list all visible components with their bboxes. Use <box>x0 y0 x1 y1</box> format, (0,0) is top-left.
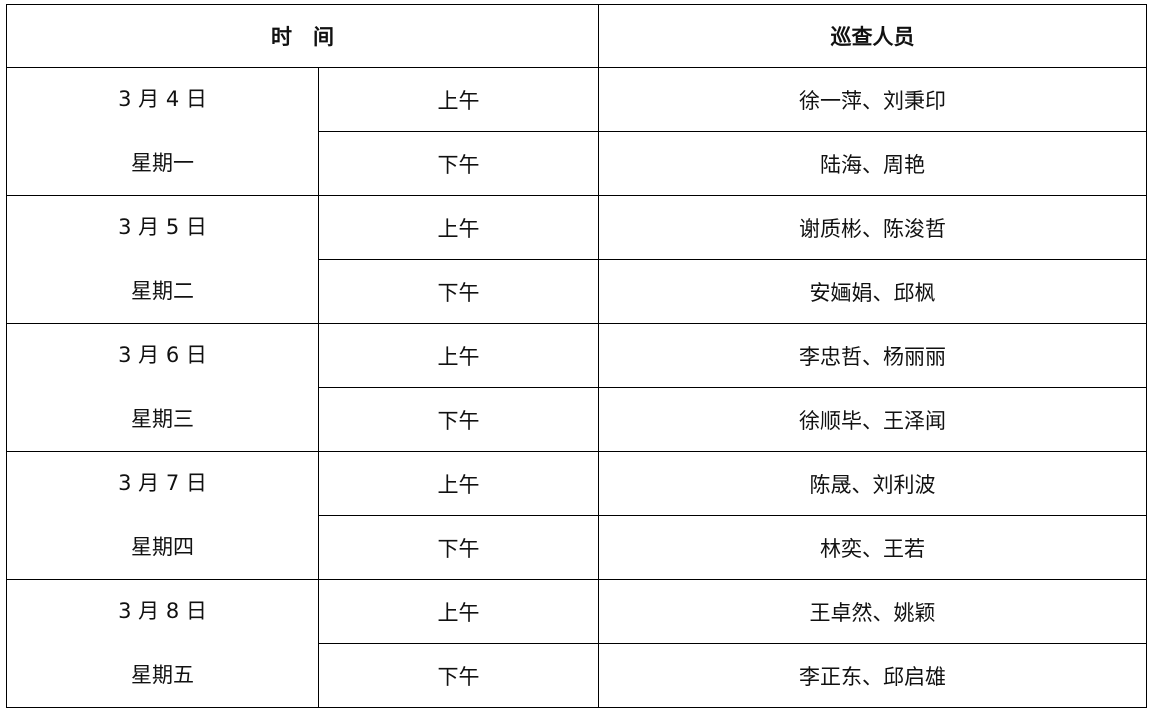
staff-cell: 安婳娟、邱枫 <box>598 259 1147 324</box>
staff-cell: 陆海、周艳 <box>598 131 1147 196</box>
table-row: 3 月 4 日 星期一 上午 徐一萍、刘秉印 <box>6 67 1147 196</box>
period-cell: 上午 <box>318 451 599 516</box>
staff-cell: 谢质彬、陈浚哲 <box>598 195 1147 260</box>
date-cell: 3 月 7 日 星期四 <box>6 451 319 580</box>
staff-cell: 李忠哲、杨丽丽 <box>598 323 1147 388</box>
period-cell: 下午 <box>318 131 599 196</box>
date: 3 月 7 日 <box>118 471 207 495</box>
date: 3 月 6 日 <box>118 343 207 367</box>
period-cell: 上午 <box>318 67 599 132</box>
weekday: 星期二 <box>131 278 194 303</box>
table-row: 下午 李正东、邱启雄 <box>7 643 1147 708</box>
date: 3 月 4 日 <box>118 87 207 111</box>
weekday: 星期三 <box>131 406 194 431</box>
header-staff: 巡查人员 <box>598 4 1147 68</box>
staff-cell: 徐一萍、刘秉印 <box>598 67 1147 132</box>
period-cell: 上午 <box>318 579 599 644</box>
period-cell: 上午 <box>318 195 599 260</box>
period-cell: 下午 <box>318 387 599 452</box>
table-row: 3 月 5 日 星期二 上午 谢质彬、陈浚哲 <box>6 195 1147 324</box>
table-row: 3 月 8 日 星期五 上午 王卓然、姚颖 <box>6 579 1147 708</box>
date-cell: 3 月 8 日 星期五 <box>6 579 319 708</box>
date-cell: 3 月 6 日 星期三 <box>6 323 319 452</box>
table-row: 下午 徐顺毕、王泽闻 <box>7 387 1147 452</box>
staff-cell: 李正东、邱启雄 <box>598 643 1147 708</box>
staff-cell: 徐顺毕、王泽闻 <box>598 387 1147 452</box>
weekday: 星期四 <box>131 534 194 559</box>
table-row: 3 月 7 日 星期四 上午 陈晟、刘利波 <box>6 451 1147 580</box>
date: 3 月 8 日 <box>118 599 207 623</box>
staff-cell: 陈晟、刘利波 <box>598 451 1147 516</box>
header-row: 时 间 巡查人员 <box>6 4 1147 68</box>
table-row: 下午 陆海、周艳 <box>7 131 1147 196</box>
date: 3 月 5 日 <box>118 215 207 239</box>
date-cell: 3 月 5 日 星期二 <box>6 195 319 324</box>
period-cell: 下午 <box>318 515 599 580</box>
period-cell: 下午 <box>318 643 599 708</box>
period-cell: 上午 <box>318 323 599 388</box>
patrol-schedule-table: 时 间 巡查人员 3 月 4 日 星期一 上午 徐一萍、刘秉印 下午 陆海、周艳 … <box>6 4 1147 708</box>
date-cell: 3 月 4 日 星期一 <box>6 67 319 196</box>
staff-cell: 王卓然、姚颖 <box>598 579 1147 644</box>
staff-cell: 林奕、王若 <box>598 515 1147 580</box>
weekday: 星期五 <box>131 662 194 687</box>
header-time: 时 间 <box>6 4 599 68</box>
weekday: 星期一 <box>131 150 194 175</box>
period-cell: 下午 <box>318 259 599 324</box>
table-row: 3 月 6 日 星期三 上午 李忠哲、杨丽丽 <box>6 323 1147 452</box>
